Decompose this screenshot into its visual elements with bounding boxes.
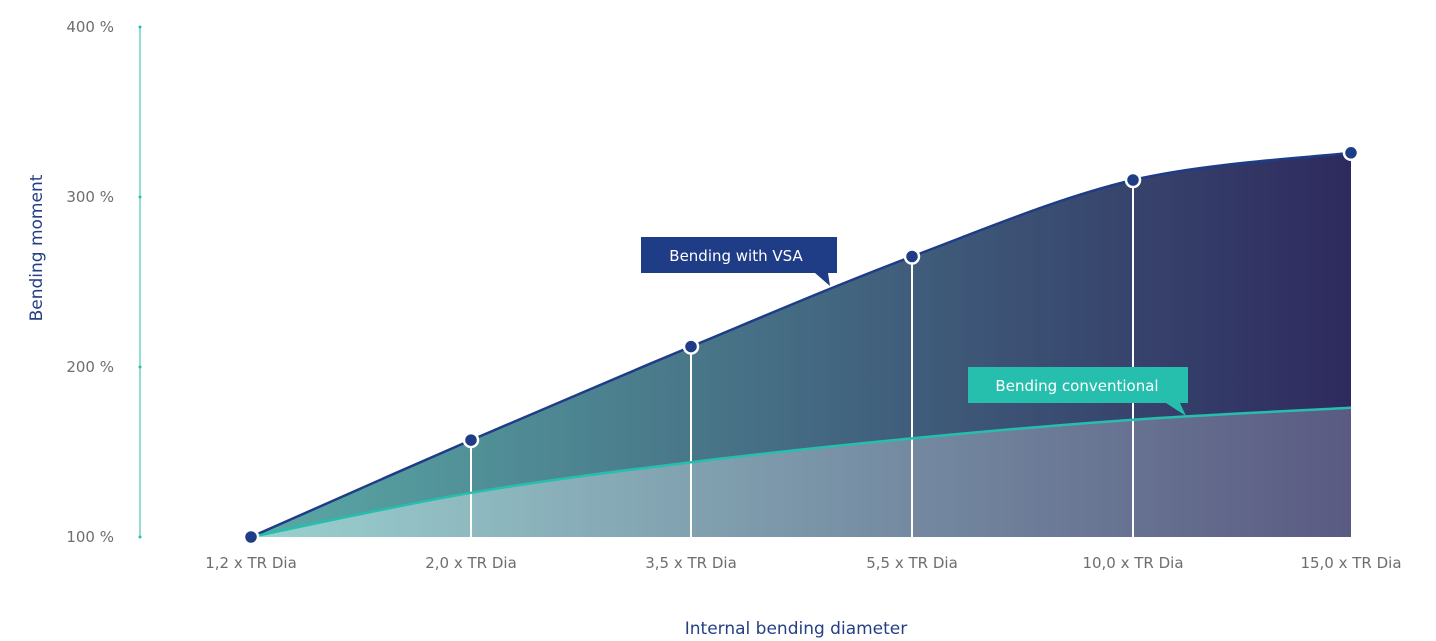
x-tick-label: 10,0 x TR Dia xyxy=(1082,554,1183,572)
y-tick-label: 200 % xyxy=(66,358,114,376)
callout-conventional-label: Bending conventional xyxy=(995,377,1158,395)
callout-vsa-label: Bending with VSA xyxy=(669,247,803,265)
data-point-marker xyxy=(903,248,921,265)
x-tick-label: 2,0 x TR Dia xyxy=(425,554,517,572)
y-tick-label: 300 % xyxy=(66,188,114,206)
x-tick-labels: 1,2 x TR Dia 2,0 x TR Dia 3,5 x TR Dia 5,5 … xyxy=(205,554,1401,572)
callout-conventional: Bending conventional xyxy=(968,367,1188,416)
y-axis-label: Bending moment xyxy=(27,174,47,321)
x-tick-label: 15,0 x TR Dia xyxy=(1300,554,1401,572)
data-point-marker xyxy=(1342,144,1360,162)
series-lines xyxy=(250,151,1352,539)
marker-drop-lines xyxy=(470,180,1134,537)
y-tick-label: 100 % xyxy=(66,528,114,546)
callout-vsa: Bending with VSA xyxy=(641,237,837,286)
x-axis-label: Internal bending diameter xyxy=(685,619,908,639)
data-point-marker xyxy=(462,431,480,449)
line-bending-conventional xyxy=(250,406,1352,539)
area-bending-conventional xyxy=(251,407,1351,537)
y-tick-label: 400 % xyxy=(66,18,114,36)
callout-conventional-box xyxy=(968,367,1188,416)
callout-vsa-box xyxy=(641,237,837,286)
x-tick-label: 5,5 x TR Dia xyxy=(866,554,958,572)
y-tick-labels: 100 % 200 % 300 % 400 % xyxy=(66,18,114,546)
line-bending-with-vsa xyxy=(250,151,1352,539)
series-markers xyxy=(242,144,1360,546)
series-areas xyxy=(251,152,1351,538)
data-point-marker xyxy=(242,528,260,546)
x-tick-label: 1,2 x TR Dia xyxy=(205,554,297,572)
data-point-marker xyxy=(1124,171,1142,189)
data-point-marker xyxy=(682,338,700,355)
x-tick-label: 3,5 x TR Dia xyxy=(645,554,737,572)
